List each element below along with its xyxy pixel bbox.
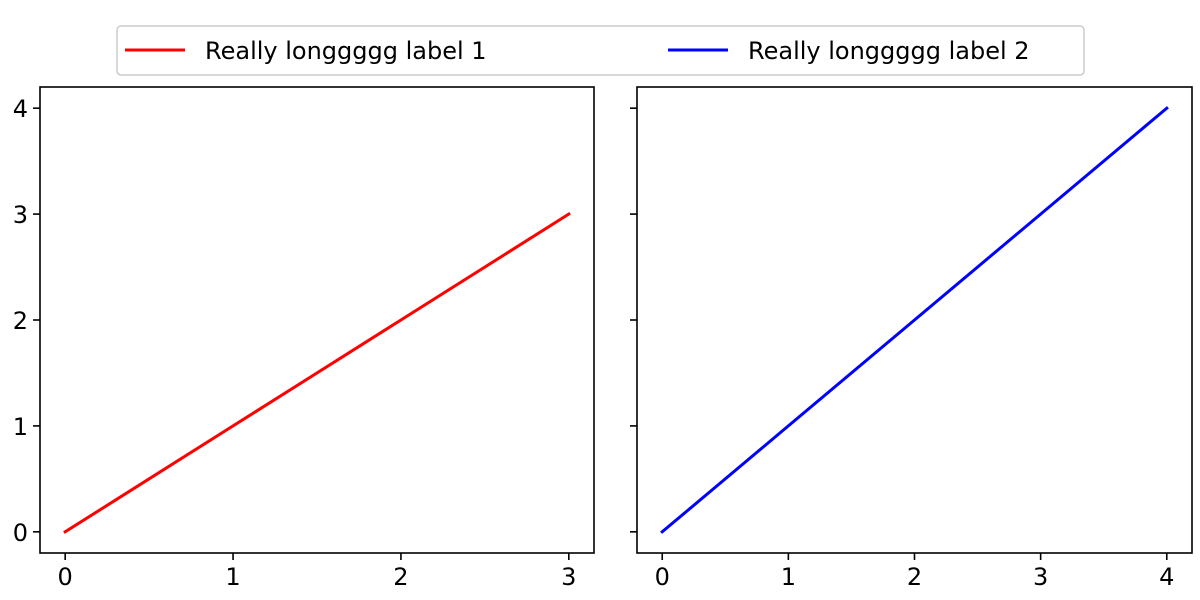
x-tick-label: 1: [225, 563, 240, 591]
y-tick-label: 4: [13, 95, 28, 123]
legend-frame: [116, 25, 1085, 76]
legend-label-series-1: Really longgggg label 1: [205, 37, 487, 65]
series-line-2: [660, 106, 1169, 534]
x-tick-label: 3: [561, 563, 576, 591]
y-tick-label: 3: [13, 201, 28, 229]
axes-right: 0 1 2 3 4: [630, 86, 1193, 591]
y-tick-label: 1: [13, 413, 28, 441]
x-tick-label: 2: [393, 563, 408, 591]
axes-left: 0 1 2 3 0 1 2 3 4: [13, 86, 595, 591]
y-tick-label: 2: [13, 307, 28, 335]
x-tick-label: 3: [1033, 563, 1048, 591]
x-tick-label: 4: [1159, 563, 1174, 591]
x-tick-label: 0: [655, 563, 670, 591]
legend: Really longgggg label 1 Really longgggg …: [116, 25, 1085, 76]
x-tick-label: 2: [907, 563, 922, 591]
series-line-1: [63, 212, 571, 534]
legend-label-series-2: Really longgggg label 2: [748, 37, 1030, 65]
x-tick-label: 0: [58, 563, 73, 591]
x-tick-label: 1: [781, 563, 796, 591]
y-tick-label: 0: [13, 519, 28, 547]
